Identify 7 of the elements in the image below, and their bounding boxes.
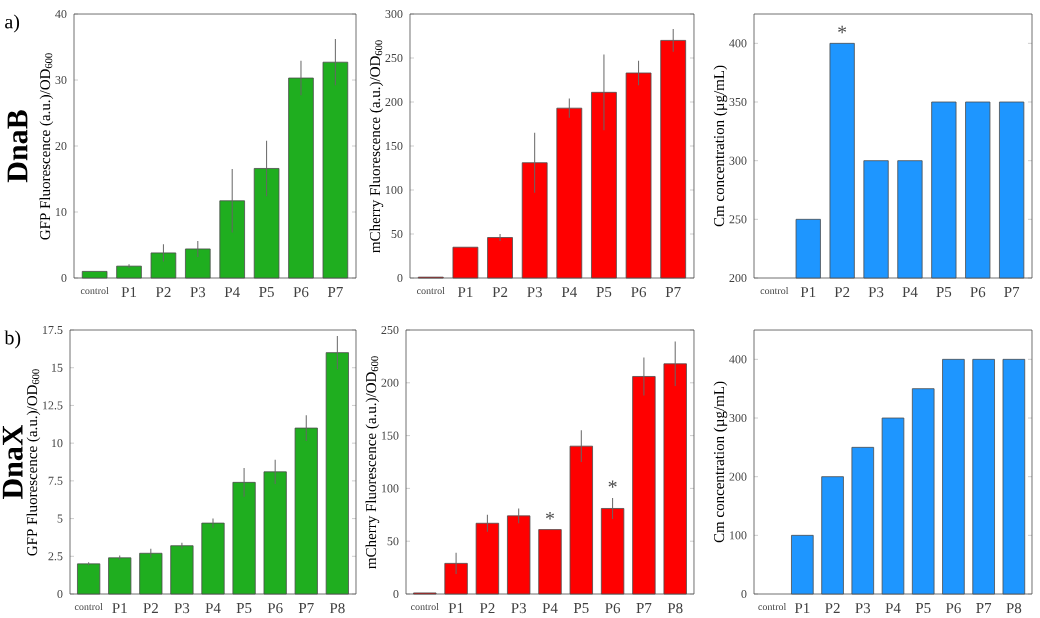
data-label: * <box>838 25 847 34</box>
data-label: * <box>608 480 617 488</box>
text: DnaB <box>7 110 28 183</box>
text: b) <box>4 330 21 349</box>
text: a) <box>5 14 20 33</box>
text: DnaX <box>2 424 23 499</box>
data-label: * <box>545 512 555 520</box>
